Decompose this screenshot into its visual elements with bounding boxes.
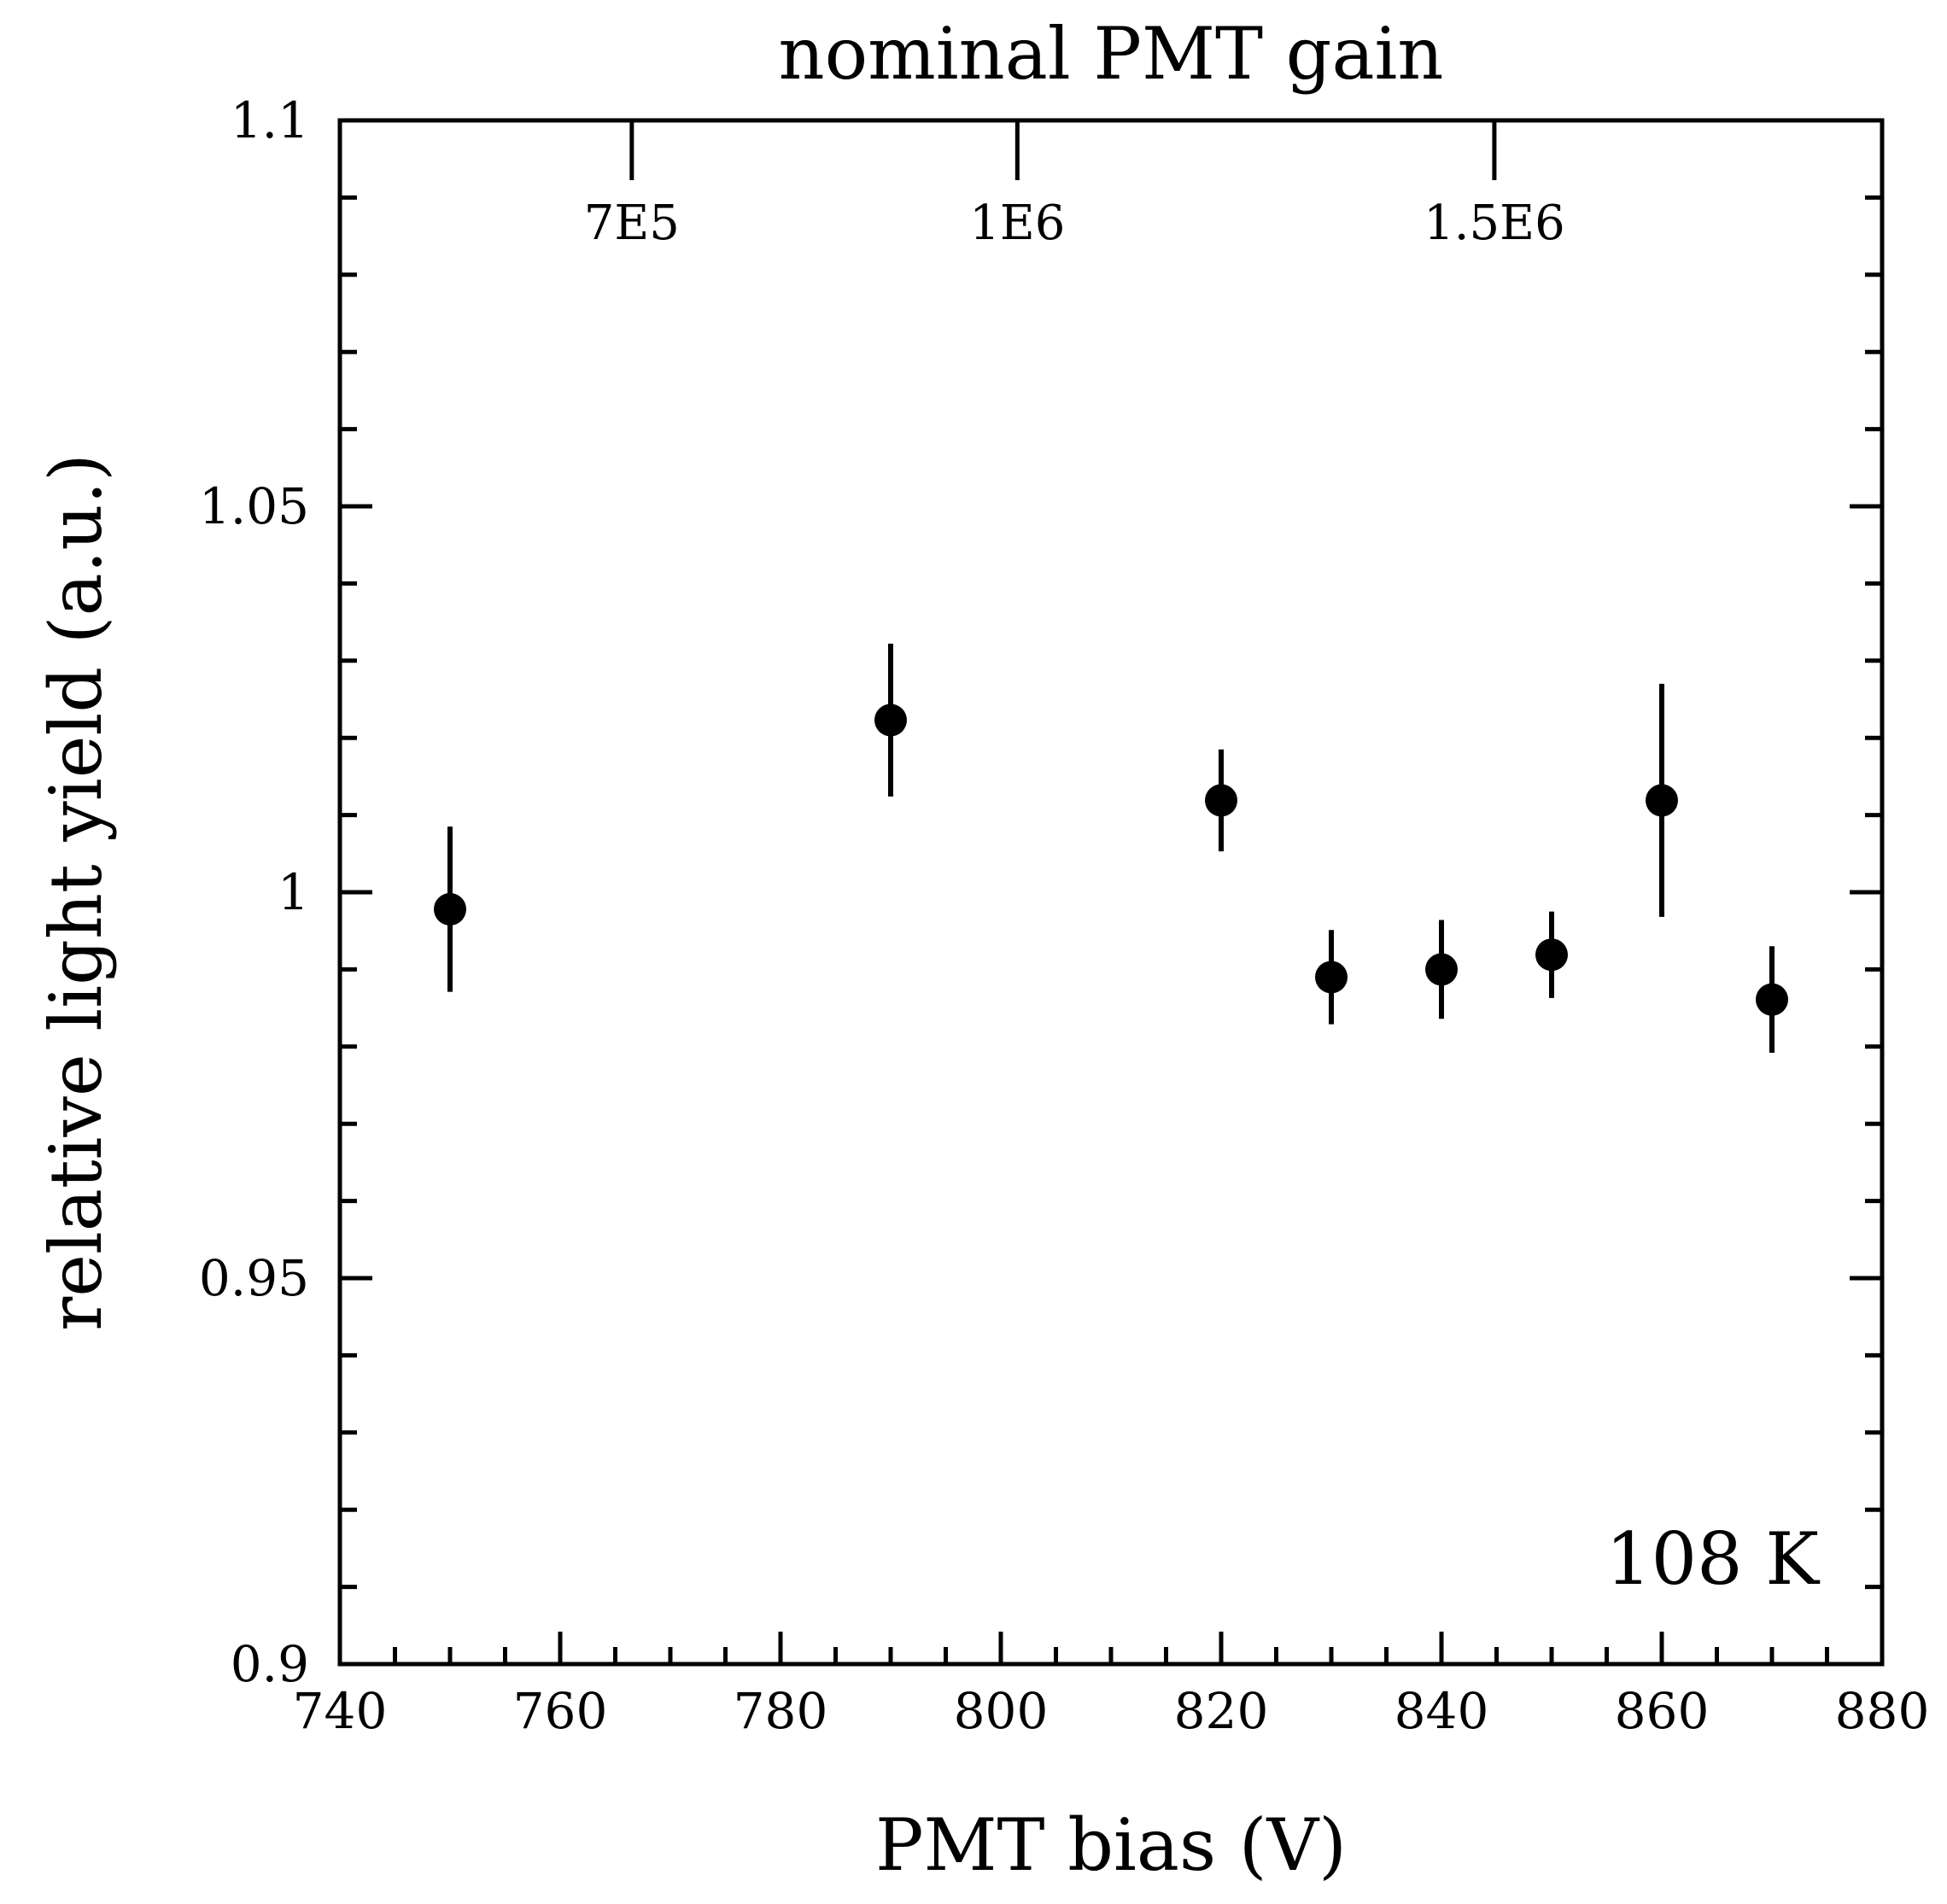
data-point [1646,784,1678,817]
axis-ticks [337,118,1885,1667]
x-tick-label: 760 [513,1682,608,1740]
x-tick-labels: 740 760 780 800 820 840 860 880 [293,1682,1930,1740]
y-tick-label: 0.9 [231,1635,309,1693]
y-axis-title: relative light yield (a.u.) [34,453,118,1331]
plot-frame [337,118,1885,1667]
x-tick-label: 780 [734,1682,828,1740]
top-axis-title: nominal PMT gain [778,12,1443,96]
y-tick-label: 1.1 [231,91,309,149]
data-point [1425,953,1458,986]
x-tick-label: 840 [1394,1682,1489,1740]
y-tick-label: 1 [278,863,309,921]
x-tick-label: 820 [1174,1682,1269,1740]
x-tick-label: 800 [954,1682,1049,1740]
top-tick-labels: 7E5 1E6 1.5E6 [584,196,1565,251]
data-point [434,892,466,926]
top-tick-label: 7E5 [584,196,680,251]
top-tick-label: 1.5E6 [1424,196,1565,251]
data-point [1315,961,1348,994]
x-tick-label: 880 [1835,1682,1930,1740]
data-point [874,704,907,737]
top-tick-label: 1E6 [969,196,1065,251]
y-tick-label: 0.95 [199,1249,309,1307]
data-point [1205,784,1237,817]
temperature-annotation: 108 K [1605,1517,1821,1601]
x-tick-label: 860 [1615,1682,1710,1740]
y-tick-label: 1.05 [199,477,309,535]
x-axis-title: PMT bias (V) [875,1803,1347,1887]
data-point [1535,938,1568,972]
x-tick-label: 740 [293,1682,388,1740]
data-point [1756,983,1788,1016]
y-tick-labels: 0.9 0.95 1 1.05 1.1 [199,91,309,1693]
data-points [434,643,1788,1054]
